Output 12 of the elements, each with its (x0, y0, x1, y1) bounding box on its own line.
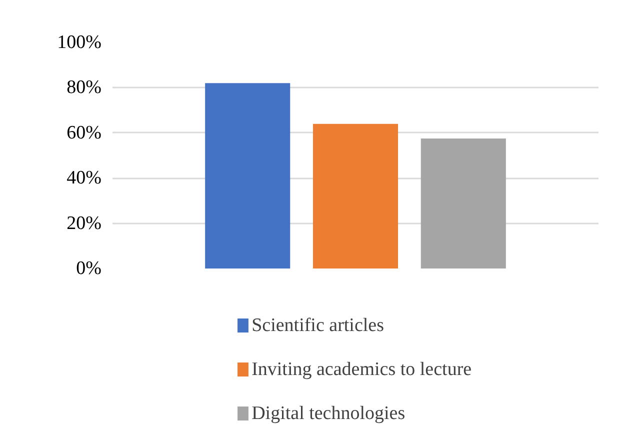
bar (312, 124, 398, 268)
y-tick-label: 40% (66, 168, 102, 189)
bar (420, 138, 506, 268)
legend-label: Digital technologies (252, 403, 406, 424)
legend-label: Scientific articles (252, 315, 384, 336)
y-tick-label: 100% (57, 32, 102, 53)
y-tick-label: 60% (66, 122, 102, 144)
bar (205, 83, 290, 268)
y-tick-label: 0% (76, 258, 102, 279)
y-tick-label: 80% (66, 77, 102, 98)
y-tick-label: 20% (66, 212, 102, 234)
legend-label: Inviting academics to lecture (252, 359, 472, 380)
